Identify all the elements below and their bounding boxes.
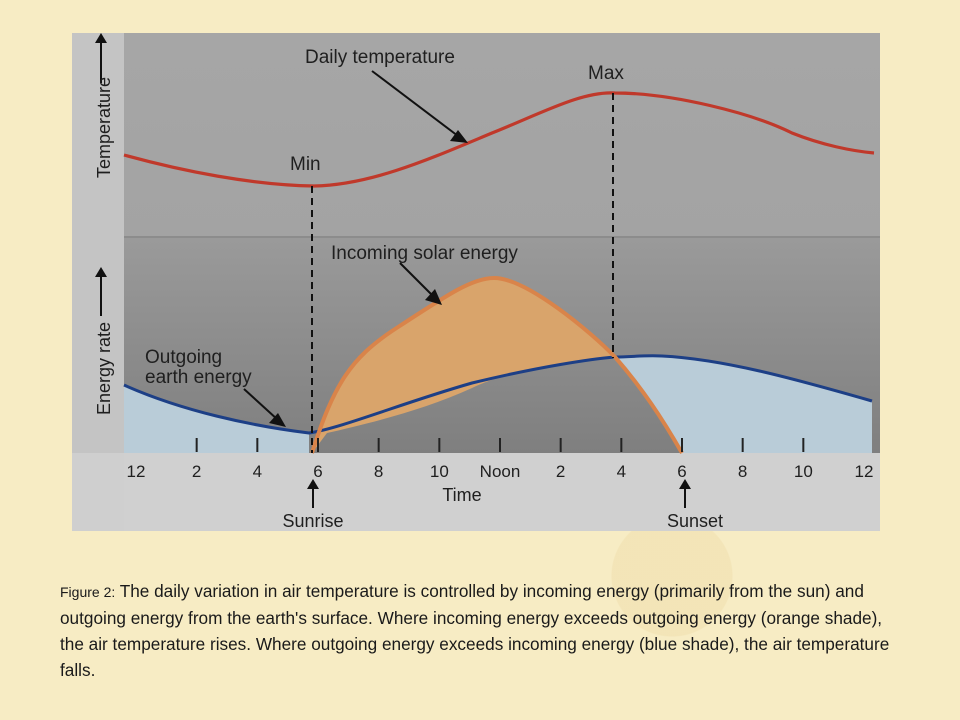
time-axis-title: Time: [442, 485, 481, 505]
time-tick-label: 12: [855, 462, 874, 481]
time-tick-marks: [195, 438, 805, 452]
energy-temperature-diagram: Temperature Energy rate Daily temperatur…: [72, 33, 880, 531]
time-tick-label: 10: [430, 462, 449, 481]
incoming-solar-label: Incoming solar energy: [331, 243, 518, 264]
energy-axis-title: Energy rate: [94, 322, 114, 415]
caption-text: The daily variation in air temperature i…: [60, 581, 890, 680]
incoming-solar-arrow: [399, 262, 442, 305]
time-tick-label: 4: [617, 462, 626, 481]
max-label: Max: [588, 63, 624, 84]
time-tick-label: 6: [313, 462, 322, 481]
time-axis-band: [124, 453, 880, 531]
axis-strip: [72, 33, 124, 453]
outgoing-energy-fill-right: [615, 355, 872, 453]
daily-temperature-arrow: [371, 70, 468, 143]
time-tick-label: 12: [127, 462, 146, 481]
outgoing-earth-arrow: [243, 388, 286, 427]
time-tick-label: 2: [192, 462, 201, 481]
figure-caption: Figure 2: The daily variation in air tem…: [60, 578, 910, 683]
sunrise-label: Sunrise: [282, 511, 343, 531]
caption-label: Figure 2:: [60, 584, 116, 600]
time-tick-labels: 12 2 4 6 8 10 Noon 2 4 6 8 10 12: [127, 462, 874, 481]
time-tick-label: 8: [374, 462, 383, 481]
min-label: Min: [290, 154, 321, 175]
outgoing-energy-fill-left: [124, 385, 309, 453]
energy-axis-arrow: [95, 267, 107, 316]
sunset-label: Sunset: [667, 511, 723, 531]
temperature-axis-title: Temperature: [94, 77, 114, 178]
temperature-panel: [124, 33, 880, 237]
daily-temperature-label: Daily temperature: [305, 47, 455, 68]
time-tick-label: Noon: [480, 462, 521, 481]
incoming-solar-curve: [310, 275, 684, 454]
time-tick-label: 2: [556, 462, 565, 481]
outgoing-label-line1: Outgoing: [145, 347, 222, 368]
outgoing-energy-curve: [123, 354, 873, 435]
time-tick-label: 6: [677, 462, 686, 481]
sunset-arrow: [679, 479, 691, 508]
time-tick-label: 8: [738, 462, 747, 481]
sunrise-arrow: [307, 479, 319, 508]
temperature-axis-arrow: [95, 33, 107, 83]
time-tick-label: 4: [253, 462, 262, 481]
daily-temperature-curve: [123, 91, 875, 188]
outgoing-label-line2: earth energy: [145, 367, 252, 388]
time-tick-label: 10: [794, 462, 813, 481]
